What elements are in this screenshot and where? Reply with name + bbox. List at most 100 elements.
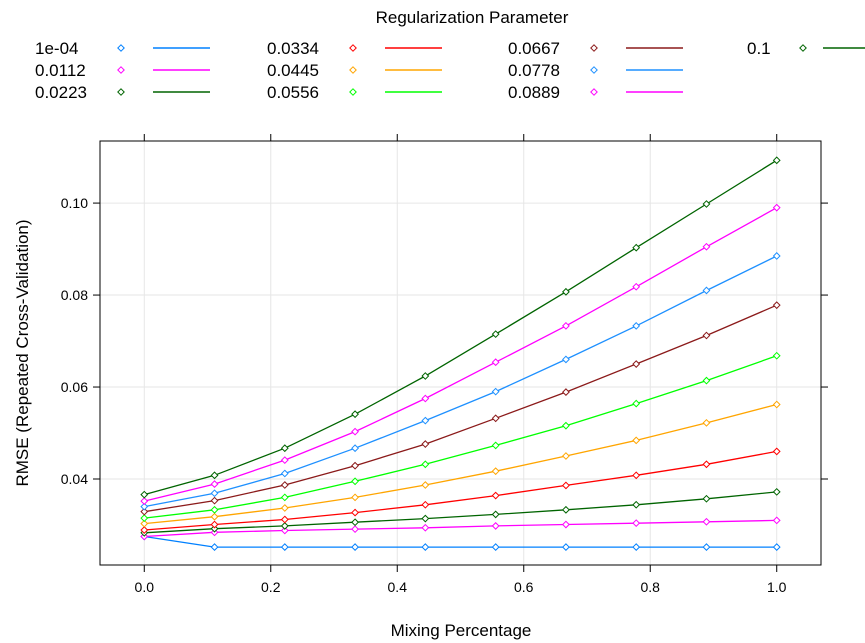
data-point bbox=[702, 494, 711, 503]
legend-label: 0.0112 bbox=[35, 61, 86, 80]
data-point bbox=[351, 493, 359, 502]
data-point bbox=[351, 444, 359, 453]
data-point bbox=[632, 543, 641, 551]
data-point bbox=[351, 543, 359, 551]
data-point bbox=[632, 360, 641, 368]
data-point bbox=[210, 480, 219, 488]
data-point bbox=[702, 517, 711, 526]
data-point bbox=[562, 481, 570, 490]
x-tick-label: 0.2 bbox=[261, 579, 281, 595]
legend-entries: 1e-04 0.0112 0.0223 0.0334 0.0445 0.0556 0.066… bbox=[35, 39, 865, 102]
data-point bbox=[351, 518, 359, 527]
data-point bbox=[140, 502, 149, 511]
data-point bbox=[702, 460, 711, 469]
x-tick-label: 0.8 bbox=[641, 579, 661, 595]
legend-title: Regularization Parameter bbox=[376, 8, 569, 27]
y-axis-label: RMSE (Repeated Cross-Validation) bbox=[13, 219, 32, 486]
x-tick-label: 0.4 bbox=[388, 579, 408, 595]
data-points bbox=[140, 156, 781, 551]
y-tick-label: 0.08 bbox=[61, 287, 88, 303]
data-point bbox=[702, 376, 711, 385]
data-point bbox=[210, 489, 219, 498]
data-point bbox=[140, 514, 149, 523]
data-point bbox=[772, 543, 781, 551]
data-point bbox=[280, 515, 289, 524]
data-point bbox=[632, 436, 641, 445]
axis-ticks: 0.0 0.2 0.4 0.6 0.8 1.0 0.04 0.06 0.08 0.10 bbox=[61, 134, 828, 595]
data-point bbox=[562, 355, 570, 364]
data-point bbox=[210, 505, 219, 514]
legend-label: 0.0778 bbox=[508, 61, 560, 80]
series-line bbox=[144, 403, 777, 525]
data-point bbox=[772, 301, 781, 310]
data-point bbox=[210, 520, 219, 529]
data-point bbox=[632, 519, 641, 528]
data-point bbox=[421, 543, 430, 551]
data-point bbox=[772, 516, 781, 525]
data-point bbox=[280, 481, 289, 489]
data-point bbox=[562, 388, 570, 396]
legend: Regularization Parameter 1e-04 0.0112 0.02… bbox=[35, 8, 865, 102]
data-point bbox=[491, 543, 500, 551]
data-point bbox=[280, 543, 289, 551]
data-point bbox=[702, 286, 711, 295]
data-point bbox=[491, 358, 500, 367]
plot-background bbox=[100, 141, 821, 565]
y-tick-label: 0.06 bbox=[61, 379, 88, 395]
data-point bbox=[280, 444, 289, 453]
data-point bbox=[562, 452, 570, 460]
legend-label: 0.0889 bbox=[508, 83, 560, 102]
data-point bbox=[140, 519, 149, 528]
data-point bbox=[772, 400, 781, 409]
series-line bbox=[144, 159, 778, 496]
data-point bbox=[351, 508, 359, 517]
data-point bbox=[351, 410, 359, 419]
data-point bbox=[772, 203, 781, 212]
series-line bbox=[144, 491, 777, 534]
data-point bbox=[491, 330, 500, 339]
series-line bbox=[144, 535, 777, 548]
data-point bbox=[421, 394, 430, 403]
data-point bbox=[140, 497, 149, 505]
data-point bbox=[280, 522, 289, 530]
data-point bbox=[491, 414, 500, 423]
data-point bbox=[772, 156, 781, 165]
data-point bbox=[491, 387, 500, 396]
data-point bbox=[772, 447, 781, 456]
legend-label: 0.1 bbox=[747, 39, 771, 58]
series-line bbox=[144, 207, 778, 502]
data-point bbox=[351, 525, 359, 534]
legend-marker bbox=[117, 44, 125, 52]
legend-label: 0.0667 bbox=[508, 39, 560, 58]
data-point bbox=[702, 418, 711, 427]
data-point bbox=[351, 461, 359, 470]
y-tick-label: 0.04 bbox=[61, 471, 88, 487]
data-point bbox=[280, 504, 289, 512]
data-point bbox=[632, 282, 641, 291]
data-point bbox=[210, 496, 219, 505]
data-point bbox=[632, 471, 641, 480]
series-line bbox=[144, 304, 777, 513]
legend-marker bbox=[349, 88, 357, 96]
legend-marker bbox=[590, 88, 598, 96]
data-point bbox=[772, 487, 781, 496]
legend-label: 1e-04 bbox=[35, 39, 78, 58]
data-point bbox=[210, 543, 219, 551]
legend-label: 0.0223 bbox=[35, 83, 87, 102]
data-point bbox=[772, 351, 781, 360]
x-axis-label: Mixing Percentage bbox=[391, 621, 532, 640]
data-point bbox=[632, 399, 641, 408]
data-point bbox=[280, 456, 289, 465]
series-lines bbox=[144, 159, 778, 548]
data-point bbox=[421, 416, 430, 425]
legend-marker bbox=[349, 44, 357, 52]
legend-marker bbox=[590, 44, 598, 52]
data-point bbox=[210, 471, 219, 480]
data-point bbox=[421, 440, 430, 448]
data-point bbox=[772, 252, 781, 260]
data-point bbox=[421, 523, 430, 532]
data-point bbox=[491, 491, 500, 500]
y-tick-label: 0.10 bbox=[61, 195, 88, 211]
legend-label: 0.0556 bbox=[267, 83, 319, 102]
